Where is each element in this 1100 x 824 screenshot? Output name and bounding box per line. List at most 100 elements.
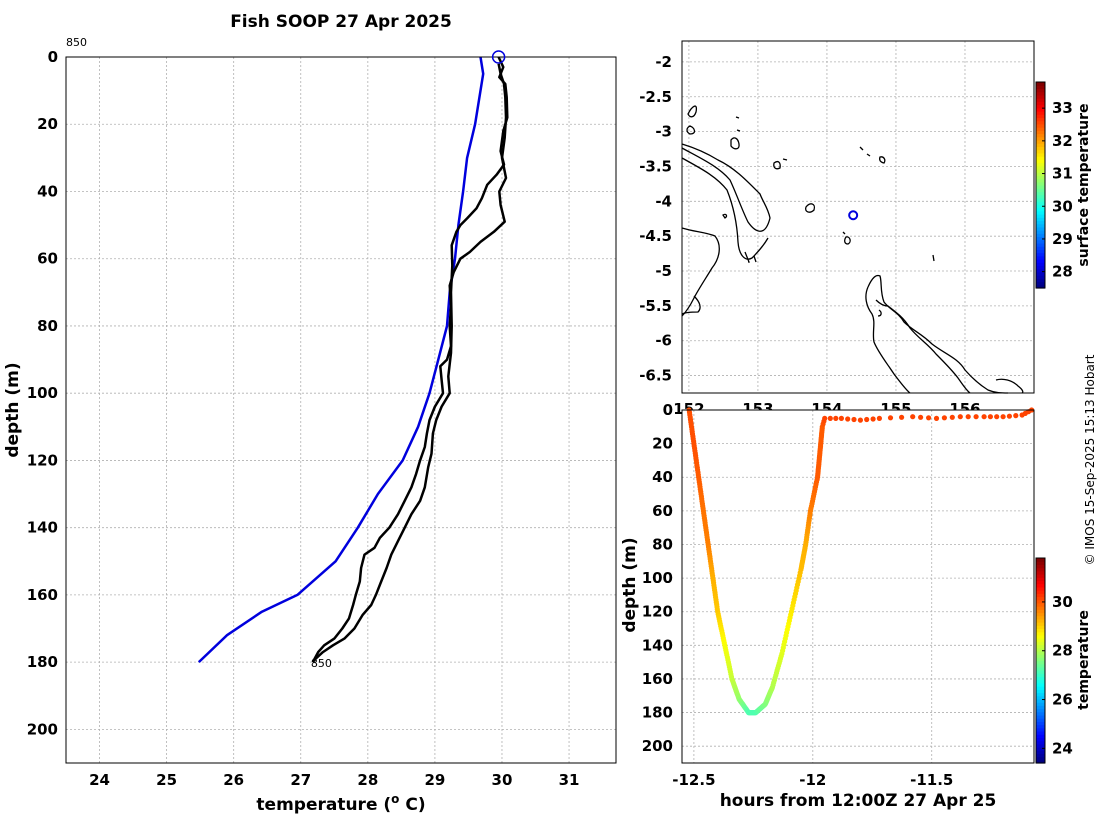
colorbar-segment (1036, 107, 1045, 112)
profile-xtick-label: 25 (156, 771, 177, 789)
colorbar-segment (1036, 271, 1045, 276)
map-colorbar-label: surface temperature (1076, 103, 1092, 266)
map-ytick-label: -4.5 (639, 227, 672, 245)
colorbar-segment (1036, 692, 1045, 697)
colorbar-segment (1036, 259, 1045, 263)
colorbar-segment (1036, 146, 1045, 151)
colorbar-segment (1036, 711, 1045, 716)
colorbar-segment (1036, 644, 1045, 649)
profile-xtick-label: 28 (357, 771, 378, 789)
timeseries-ytick-label: 160 (642, 670, 673, 688)
colorbar-segment (1036, 188, 1045, 193)
timeseries-point (857, 417, 864, 423)
colorbar-segment (1036, 143, 1045, 147)
map-coastline (681, 105, 1024, 394)
colorbar-segment (1036, 737, 1045, 742)
profile-top-annotation: 850 (66, 36, 87, 49)
colorbar-tick-label: 28 (1052, 263, 1073, 281)
colorbar-segment (1036, 721, 1045, 726)
colorbar-segment (1036, 249, 1045, 254)
map-axes-frame (681, 40, 1035, 394)
colorbar-segment (1036, 213, 1045, 218)
colorbar-segment (1036, 580, 1045, 585)
timeseries-ytick-label: 100 (642, 569, 673, 587)
colorbar-segment (1036, 172, 1045, 176)
colorbar-segment (1036, 634, 1045, 639)
timeseries-track (686, 407, 1035, 716)
colorbar-segment (1036, 679, 1045, 684)
timeseries-point (926, 415, 932, 421)
colorbar-tick-label: 28 (1052, 642, 1073, 660)
colorbar-segment (1036, 631, 1045, 636)
colorbar-segment (1036, 210, 1045, 215)
colorbar-segment (1036, 127, 1045, 131)
timeseries-background (682, 410, 1034, 763)
timeseries-point (941, 415, 948, 421)
colorbar-segment (1036, 281, 1045, 286)
timeseries-point (994, 414, 1000, 420)
timeseries-point (822, 415, 828, 421)
profile-xlabel-sup: o (391, 792, 399, 806)
colorbar-segment (1036, 593, 1045, 598)
profile-xtick-label: 31 (559, 771, 580, 789)
profile-xtick-label: 24 (89, 771, 110, 789)
colorbar-segment (1036, 689, 1045, 694)
timeseries-point (833, 415, 839, 421)
colorbar-segment (1036, 159, 1045, 164)
colorbar-segment (1036, 622, 1045, 626)
timeseries-point (1000, 414, 1006, 420)
map-colorbar: 28 29 30 31 32 33 (1035, 81, 1073, 289)
timeseries-point (1013, 413, 1019, 419)
timeseries-ytick-label: 20 (652, 435, 673, 453)
timeseries-point (981, 414, 987, 420)
timeseries-point (870, 416, 876, 422)
colorbar-segment (1036, 268, 1045, 273)
timeseries-point (845, 416, 851, 422)
colorbar-segment (1036, 759, 1045, 764)
colorbar-segment (1036, 246, 1045, 250)
colorbar-segment (1036, 123, 1045, 128)
profile-lines (197, 56, 509, 664)
timeseries-point (910, 414, 916, 420)
profile-ytick-label: 0 (48, 48, 58, 66)
colorbar-segment (1036, 230, 1045, 234)
colorbar-segment (1036, 194, 1045, 199)
map-panel: 152153154155156-2-2.5-3-3.5-4-4.5-5-5.5-… (639, 40, 1092, 418)
colorbar-segment (1036, 101, 1045, 106)
ship-position-marker (848, 210, 859, 221)
colorbar-frame (1035, 557, 1046, 764)
colorbar-tick-label: 30 (1052, 197, 1073, 215)
timeseries-ytick-label: 80 (652, 535, 673, 553)
colorbar-segment (1036, 104, 1045, 109)
colorbar-segment (1036, 136, 1045, 141)
colorbar-segment (1036, 718, 1045, 722)
profile-axes-frame (65, 56, 617, 764)
profile-xlabel-main: temperature ( (256, 795, 391, 815)
colorbar-segment (1036, 567, 1045, 572)
colorbar-tick-label: 33 (1052, 99, 1073, 117)
timeseries-point (918, 414, 924, 420)
timeseries-xlabel: hours from 12:00Z 27 Apr 25 (720, 791, 997, 811)
colorbar-segment (1036, 670, 1045, 674)
colorbar-segment (1036, 666, 1045, 671)
profile-ytick-label: 200 (27, 720, 58, 738)
colorbar-segment (1036, 650, 1045, 655)
colorbar-segment (1036, 262, 1045, 267)
colorbar-segment (1036, 641, 1045, 646)
timeseries-point (949, 414, 955, 420)
colorbar-segment (1036, 734, 1045, 738)
timeseries-ylabel: depth (m) (620, 537, 640, 632)
colorbar-segment (1036, 705, 1045, 710)
colorbar-segment (1036, 178, 1045, 183)
timeseries-point (987, 414, 994, 420)
timeseries-point (899, 414, 905, 420)
colorbar-segment (1036, 577, 1045, 582)
colorbar-segment (1036, 94, 1045, 99)
colorbar-segment (1036, 85, 1045, 90)
timeseries-ytick-label: 140 (642, 636, 673, 654)
colorbar-segment (1036, 236, 1045, 241)
temperature-colorbar: 24 26 28 30 (1035, 557, 1073, 764)
colorbar-segment (1036, 714, 1045, 719)
timeseries-point (933, 415, 940, 421)
